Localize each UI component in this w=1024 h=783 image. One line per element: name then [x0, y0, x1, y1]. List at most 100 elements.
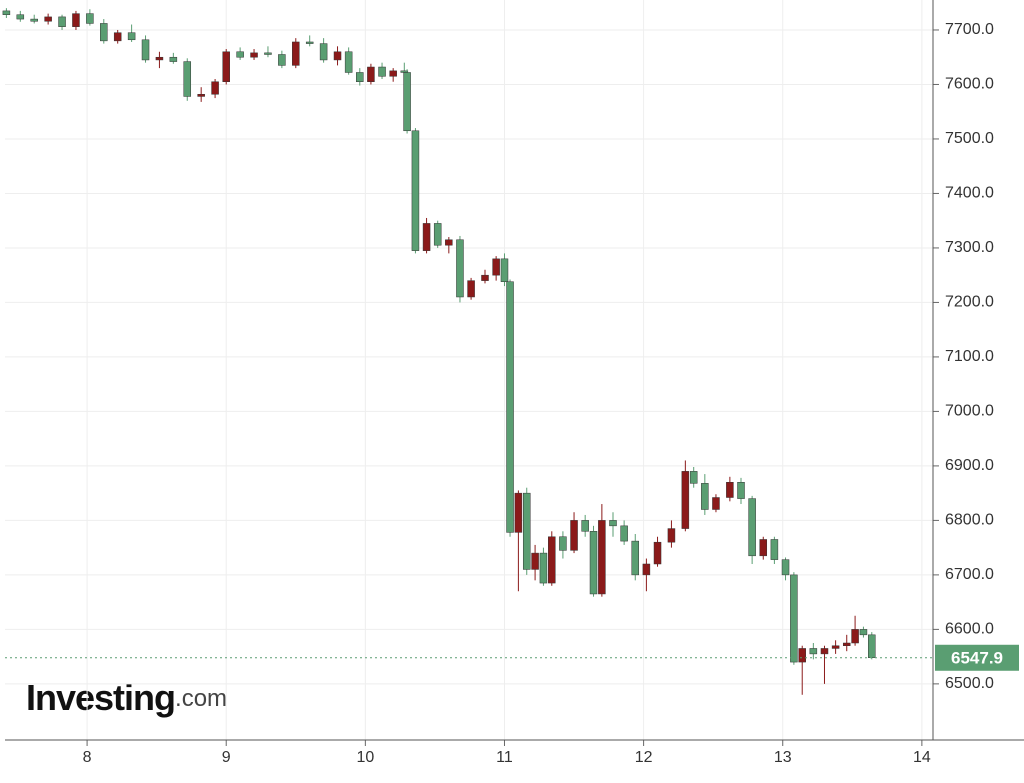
candle-body [422, 223, 431, 251]
candle-body [790, 574, 798, 663]
candle-body [305, 41, 314, 44]
candle-body [389, 70, 397, 77]
x-tick-label: 9 [222, 749, 231, 766]
candle-body [548, 536, 556, 584]
candle-body [570, 520, 578, 551]
candle-body [581, 520, 589, 532]
y-tick-label: 7100.0 [945, 348, 994, 365]
candle-body [851, 629, 859, 644]
candle-body [868, 634, 876, 658]
candle-body [631, 540, 640, 576]
candle-body [500, 258, 509, 282]
candle-body [344, 51, 353, 73]
y-tick-label: 7500.0 [945, 130, 994, 147]
candle-body [127, 32, 136, 41]
candle-body [72, 13, 80, 27]
candle-body [481, 274, 489, 281]
candle-body [598, 520, 606, 595]
y-tick-label: 7200.0 [945, 294, 994, 311]
candle-body [820, 648, 829, 655]
candle-body [86, 13, 94, 24]
candle-body [667, 528, 676, 543]
candle-body [30, 18, 38, 22]
candle-body [378, 66, 386, 77]
candle-body [770, 539, 779, 560]
candle-body [155, 56, 164, 61]
logo-suffix: .com [175, 685, 227, 712]
candle-body [433, 223, 442, 246]
y-tick-label: 6900.0 [945, 457, 994, 474]
candle-body [831, 645, 840, 649]
candle-body [589, 531, 598, 595]
y-tick-label: 7000.0 [945, 403, 994, 420]
candle-body [292, 41, 300, 66]
y-tick-label: 7600.0 [945, 76, 994, 93]
y-tick-label: 6600.0 [945, 621, 994, 638]
candle-body [236, 51, 244, 58]
candle-body [211, 81, 219, 95]
candle-body [642, 563, 651, 576]
candle-body [737, 482, 745, 499]
x-tick-label: 8 [83, 749, 92, 766]
candle-body [809, 648, 818, 655]
candle-body [492, 258, 500, 276]
candle-body [16, 14, 25, 20]
candle-body [183, 61, 192, 97]
candle-body [356, 72, 364, 82]
candle-body [456, 239, 464, 298]
candle-body [514, 492, 523, 533]
candle-body [559, 536, 567, 551]
candle-body [859, 629, 868, 636]
candle-body [681, 471, 690, 529]
y-tick-label: 7300.0 [945, 239, 994, 256]
candle-body [689, 471, 698, 484]
candle-body [522, 492, 531, 570]
candle-body [531, 552, 539, 570]
candle-body [222, 51, 230, 82]
candle-body [169, 56, 178, 62]
candle-body [278, 54, 286, 66]
last-price-box [935, 644, 1019, 671]
candle-body [264, 52, 272, 55]
candle-body [141, 39, 150, 61]
logo-main: Investing [26, 677, 175, 718]
candle-body [842, 642, 851, 646]
last-price-label: 6547.9 [951, 648, 1003, 667]
y-tick-label: 6700.0 [945, 566, 994, 583]
candle-body [319, 43, 328, 61]
candle-body [748, 498, 756, 557]
candle-body [197, 94, 205, 97]
candle-body [759, 539, 768, 557]
candle-body [781, 559, 790, 576]
candle-body [100, 23, 108, 42]
candle-body [620, 525, 628, 542]
candle-body [250, 52, 258, 58]
candle-body [653, 541, 662, 565]
candle-body [58, 16, 66, 27]
x-tick-label: 11 [496, 749, 513, 766]
candle-body [367, 66, 375, 82]
candle-body [467, 280, 475, 298]
x-tick-label: 12 [635, 749, 653, 766]
candle-body [403, 72, 411, 132]
x-tick-label: 13 [774, 749, 792, 766]
candle-body [539, 552, 548, 584]
candle-body [506, 281, 514, 533]
candle-body [445, 239, 453, 246]
y-tick-label: 7700.0 [945, 21, 994, 38]
y-tick-label: 6800.0 [945, 512, 994, 529]
candle-body [712, 497, 720, 510]
candle-body [411, 130, 420, 251]
candle-body [701, 483, 709, 510]
candle-body [609, 520, 617, 527]
candle-body [44, 16, 52, 22]
candle-body [798, 648, 806, 663]
candle-body [113, 32, 122, 42]
y-tick-label: 6500.0 [945, 675, 994, 692]
candle-body [726, 482, 734, 498]
candle-body [333, 51, 342, 61]
logo: Investing.com [26, 677, 227, 718]
x-tick-label: 10 [356, 749, 374, 766]
x-tick-label: 14 [913, 749, 931, 766]
